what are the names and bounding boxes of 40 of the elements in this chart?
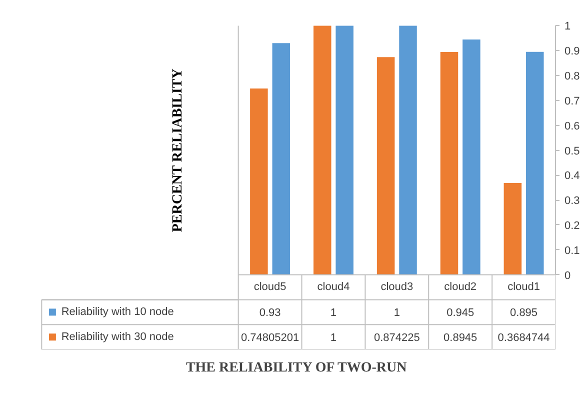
bar: [526, 52, 544, 275]
legend-label: Reliability with 30 node: [61, 331, 174, 344]
data-label: 0.895: [510, 307, 538, 320]
bar: [313, 26, 332, 275]
y-tick-label: 0.5: [564, 145, 580, 158]
bar: [462, 39, 480, 275]
y-tick-label: 0.9: [564, 46, 580, 58]
bar: [336, 26, 354, 275]
y-tick-label: 0.7: [564, 95, 580, 108]
y-tick-label: 0.3: [564, 195, 580, 208]
y-tick-label: 0.6: [564, 120, 580, 132]
data-label: 0.945: [446, 307, 474, 320]
data-label: 0.8945: [444, 332, 478, 344]
x-tick-label: cloud5: [254, 281, 286, 294]
bar: [250, 88, 268, 275]
x-tick-label: cloud3: [380, 281, 414, 294]
y-axis-title: PERCENT RELIABILITY: [170, 68, 186, 232]
data-label: 1: [330, 307, 337, 320]
data-label: 1: [330, 332, 337, 344]
bar: [272, 43, 290, 275]
x-tick-label: cloud4: [317, 281, 350, 294]
bar: [399, 26, 417, 275]
data-label: 0.93: [259, 307, 281, 320]
bar: [376, 57, 395, 275]
y-tick-label: 0.1: [564, 244, 580, 257]
x-tick-label: cloud1: [508, 281, 540, 294]
y-tick-label: 0: [564, 270, 571, 282]
y-tick-label: 0.2: [564, 220, 580, 232]
data-label: 0.3684744: [498, 332, 550, 344]
x-axis-title: THE RELIABILITY OF TWO-RUN: [186, 360, 407, 376]
bar: [504, 183, 522, 275]
bar: [440, 52, 458, 275]
data-label: 0.74805201: [240, 332, 300, 344]
y-tick-label: 0.4: [564, 170, 580, 182]
x-tick-label: cloud2: [444, 281, 477, 294]
data-label: 1: [394, 307, 400, 320]
data-label: 0.874225: [374, 332, 420, 344]
y-tick-label: 0.8: [564, 70, 580, 83]
legend-label: Reliability with 10 node: [61, 306, 174, 318]
y-tick-label: 1: [564, 20, 571, 33]
